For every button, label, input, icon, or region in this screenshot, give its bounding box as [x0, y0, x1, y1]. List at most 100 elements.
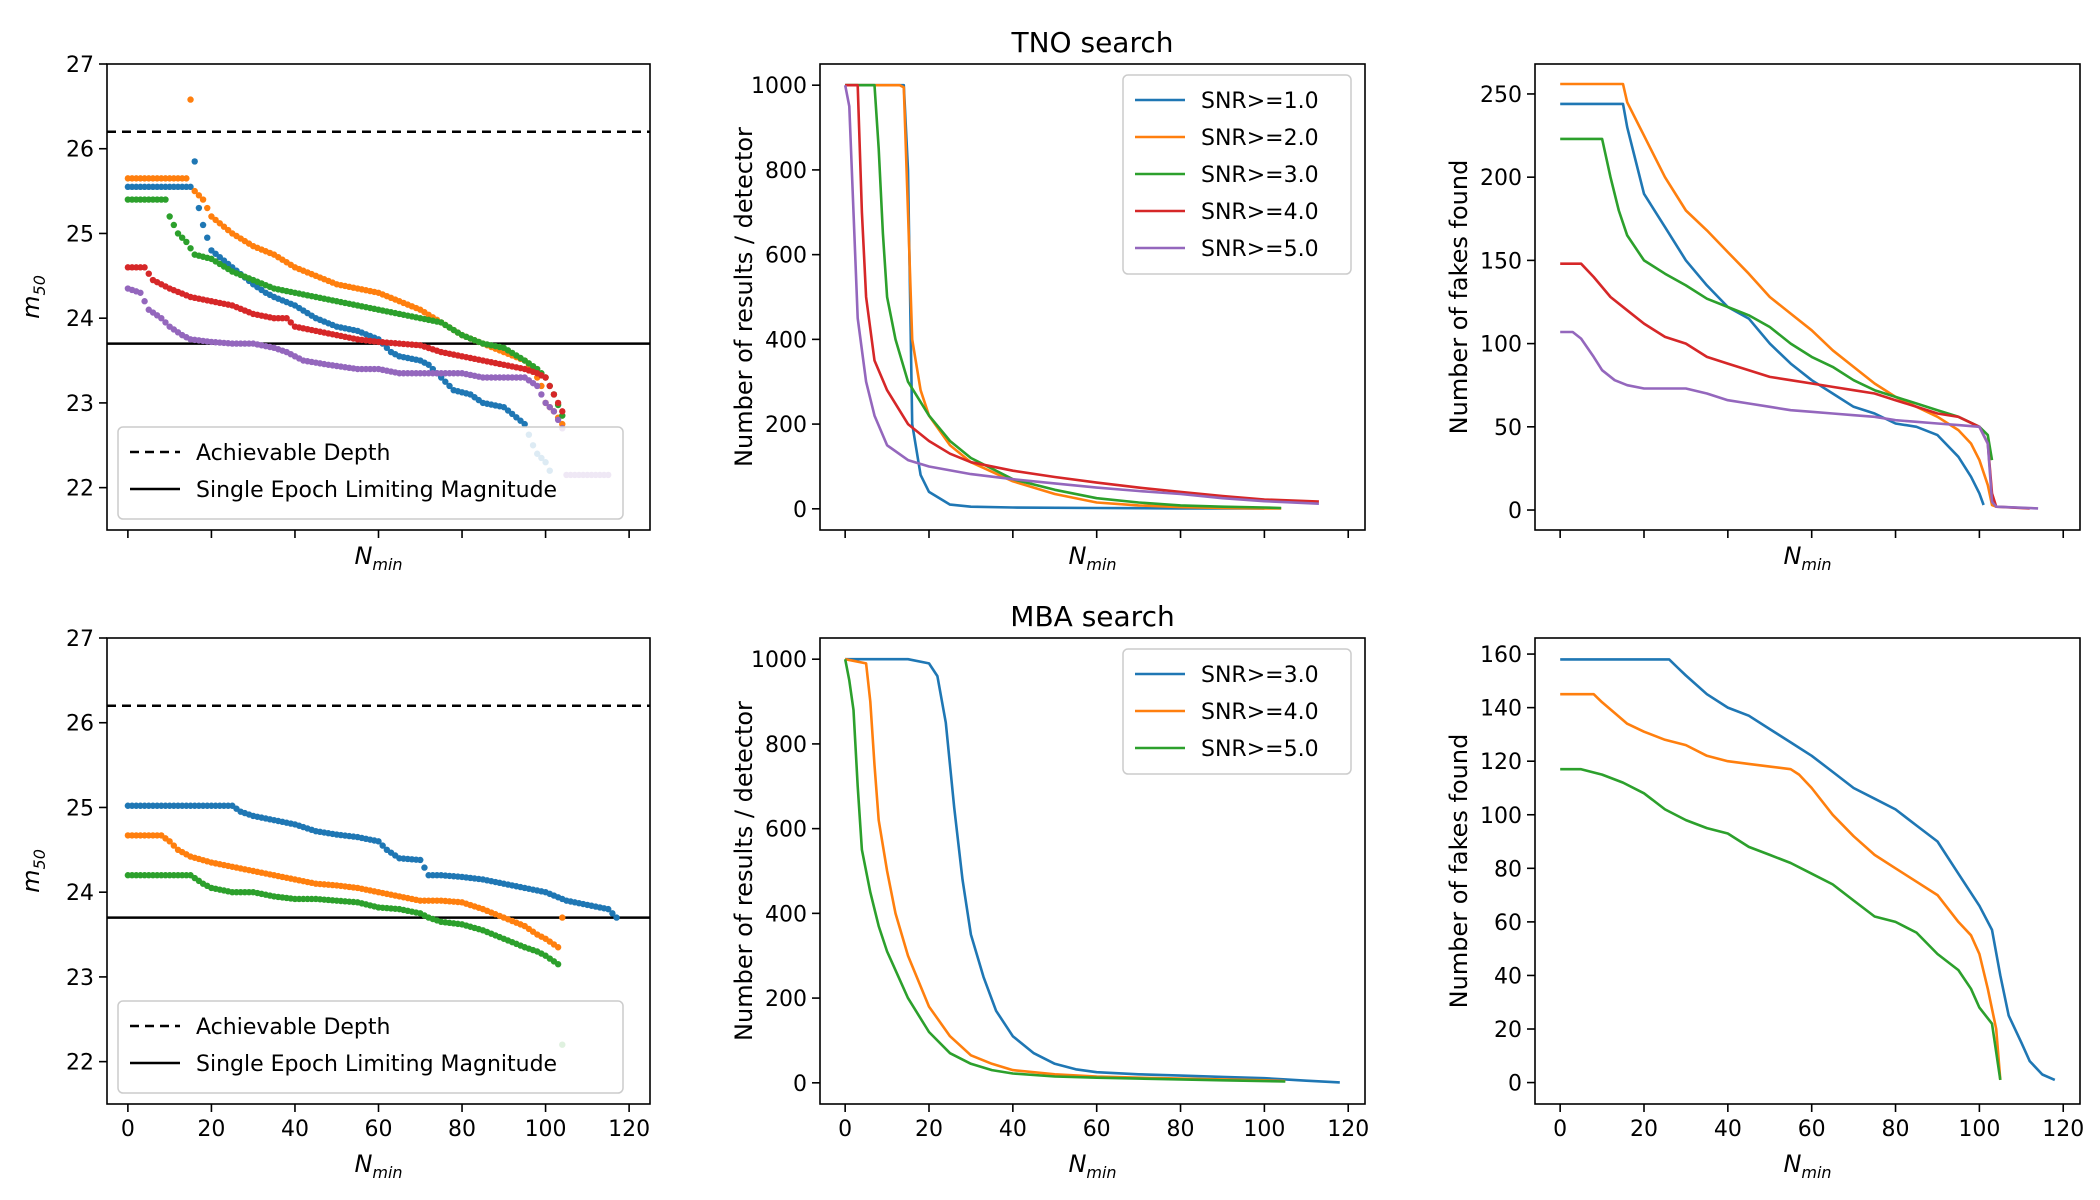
x-axis-label: Nmin [1783, 542, 1831, 574]
axes-frame [1534, 63, 2081, 531]
x-tick-label: 120 [2042, 1117, 2084, 1142]
data-point-series-2 [187, 96, 194, 103]
plot-area [107, 96, 650, 479]
y-tick-label: 80 [1494, 857, 1522, 882]
series-line-3 [845, 83, 1282, 510]
y-tick-label: 40 [1494, 964, 1522, 989]
y-tick-label: 26 [66, 138, 94, 163]
chart-panel-5: 0 20 40 60 80 100 120 0 200 400 600 800 1000 Nmin Numb… [730, 600, 1369, 1182]
legend-entry: SNR>=2.0 [1201, 126, 1319, 151]
x-axis-label: Nmin [1783, 1150, 1831, 1182]
y-tick-label: 100 [1480, 804, 1522, 829]
series-line-2 [1560, 692, 2002, 1081]
plot-area [107, 704, 650, 1048]
y-tick-label: 0 [793, 1072, 807, 1097]
axes-frame [819, 63, 1366, 531]
legend-entry: Single Epoch Limiting Magnitude [196, 1052, 557, 1077]
y-tick-label: 400 [765, 902, 807, 927]
data-point-series-3 [178, 234, 186, 241]
series-line-1 [1560, 658, 2056, 1082]
legend-entry: SNR>=3.0 [1201, 163, 1319, 188]
x-tick-label: 40 [1714, 1117, 1742, 1142]
data-point-series-1 [204, 234, 211, 241]
data-point-series-2 [191, 187, 198, 195]
data-point-series-2 [183, 175, 190, 182]
y-tick-label: 400 [765, 328, 807, 353]
x-tick-label: 0 [838, 1117, 852, 1142]
y-tick-label: 22 [66, 1051, 94, 1076]
data-point-series-1 [383, 344, 391, 352]
x-tick-label: 80 [1167, 1117, 1195, 1142]
plot-area [1560, 658, 2056, 1082]
y-tick-label: 250 [1480, 83, 1522, 108]
y-tick-label: 23 [66, 966, 94, 991]
y-tick-label: 100 [1480, 333, 1522, 358]
y-tick-label: 23 [66, 392, 94, 417]
x-tick-label: 20 [197, 1117, 225, 1142]
y-tick-label: 0 [793, 498, 807, 523]
data-point-series-1 [375, 838, 382, 845]
data-point-series-3 [554, 961, 562, 968]
x-tick-label: 40 [999, 1117, 1027, 1142]
data-point-series-1 [187, 183, 194, 191]
data-point-series-3 [170, 221, 178, 229]
x-tick-label: 120 [1327, 1117, 1369, 1142]
y-axis-label: Number of results / detector [730, 701, 758, 1041]
data-point-series-1 [605, 905, 612, 913]
chart-panel-2: 0 200 400 600 800 1000 Nmin Number of results /… [730, 26, 1366, 574]
y-tick-label: 24 [66, 307, 94, 332]
y-axis-label: Number of results / detector [730, 127, 758, 467]
data-point-series-1 [609, 910, 616, 917]
y-tick-label: 800 [765, 733, 807, 758]
data-point-series-3 [162, 196, 169, 203]
data-point-series-5 [141, 298, 148, 305]
data-point-series-5 [546, 403, 553, 411]
y-tick-label: 200 [1480, 166, 1522, 191]
legend-entry: SNR>=4.0 [1201, 200, 1319, 225]
y-axis-label: Number of fakes found [1445, 734, 1473, 1009]
legend-entry: SNR>=5.0 [1201, 237, 1319, 262]
data-point-series-5 [534, 382, 541, 390]
data-point-series-5 [542, 399, 549, 407]
data-point-series-4 [559, 408, 566, 415]
x-tick-label: 60 [1798, 1117, 1826, 1142]
series-line-3 [1560, 137, 1994, 461]
y-tick-label: 600 [765, 818, 807, 843]
chart-title: TNO search [1011, 26, 1174, 59]
data-point-series-5 [158, 314, 165, 322]
data-point-series-3 [187, 245, 194, 252]
data-point-series-1 [421, 864, 428, 871]
data-point-series-5 [162, 319, 169, 326]
x-axis-label: Nmin [1068, 542, 1116, 574]
legend-box [117, 1000, 624, 1094]
x-tick-label: 80 [448, 1117, 476, 1142]
legend-entry: SNR>=5.0 [1201, 737, 1319, 762]
series-line-1 [1560, 102, 1985, 506]
y-tick-label: 20 [1494, 1018, 1522, 1043]
axes-frame [819, 637, 1366, 1105]
data-point-series-1 [379, 842, 386, 849]
y-axis-label: Number of fakes found [1445, 160, 1473, 435]
data-point-series-4 [550, 391, 558, 398]
y-tick-label: 26 [66, 712, 94, 737]
chart-panel-4: 0 20 40 60 80 100 120 22 23 24 25 26 27 Nmin m50 Achiev… [17, 627, 651, 1182]
data-point-series-3 [166, 213, 173, 220]
y-axis-label: m50 [17, 275, 49, 319]
data-point-series-1 [195, 204, 203, 212]
data-point-series-2 [195, 192, 203, 199]
x-tick-label: 0 [1553, 1117, 1567, 1142]
y-tick-label: 0 [1508, 499, 1522, 524]
plot-area [843, 83, 1319, 510]
y-tick-label: 150 [1480, 249, 1522, 274]
x-tick-label: 100 [525, 1117, 567, 1142]
x-tick-label: 0 [121, 1117, 135, 1142]
data-point-series-1 [425, 361, 432, 368]
data-point-series-1 [442, 378, 449, 385]
legend-box [1122, 648, 1352, 775]
data-point-series-2 [554, 944, 562, 951]
y-tick-label: 800 [765, 159, 807, 184]
x-tick-label: 40 [281, 1117, 309, 1142]
x-tick-label: 20 [915, 1117, 943, 1142]
y-tick-label: 60 [1494, 911, 1522, 936]
